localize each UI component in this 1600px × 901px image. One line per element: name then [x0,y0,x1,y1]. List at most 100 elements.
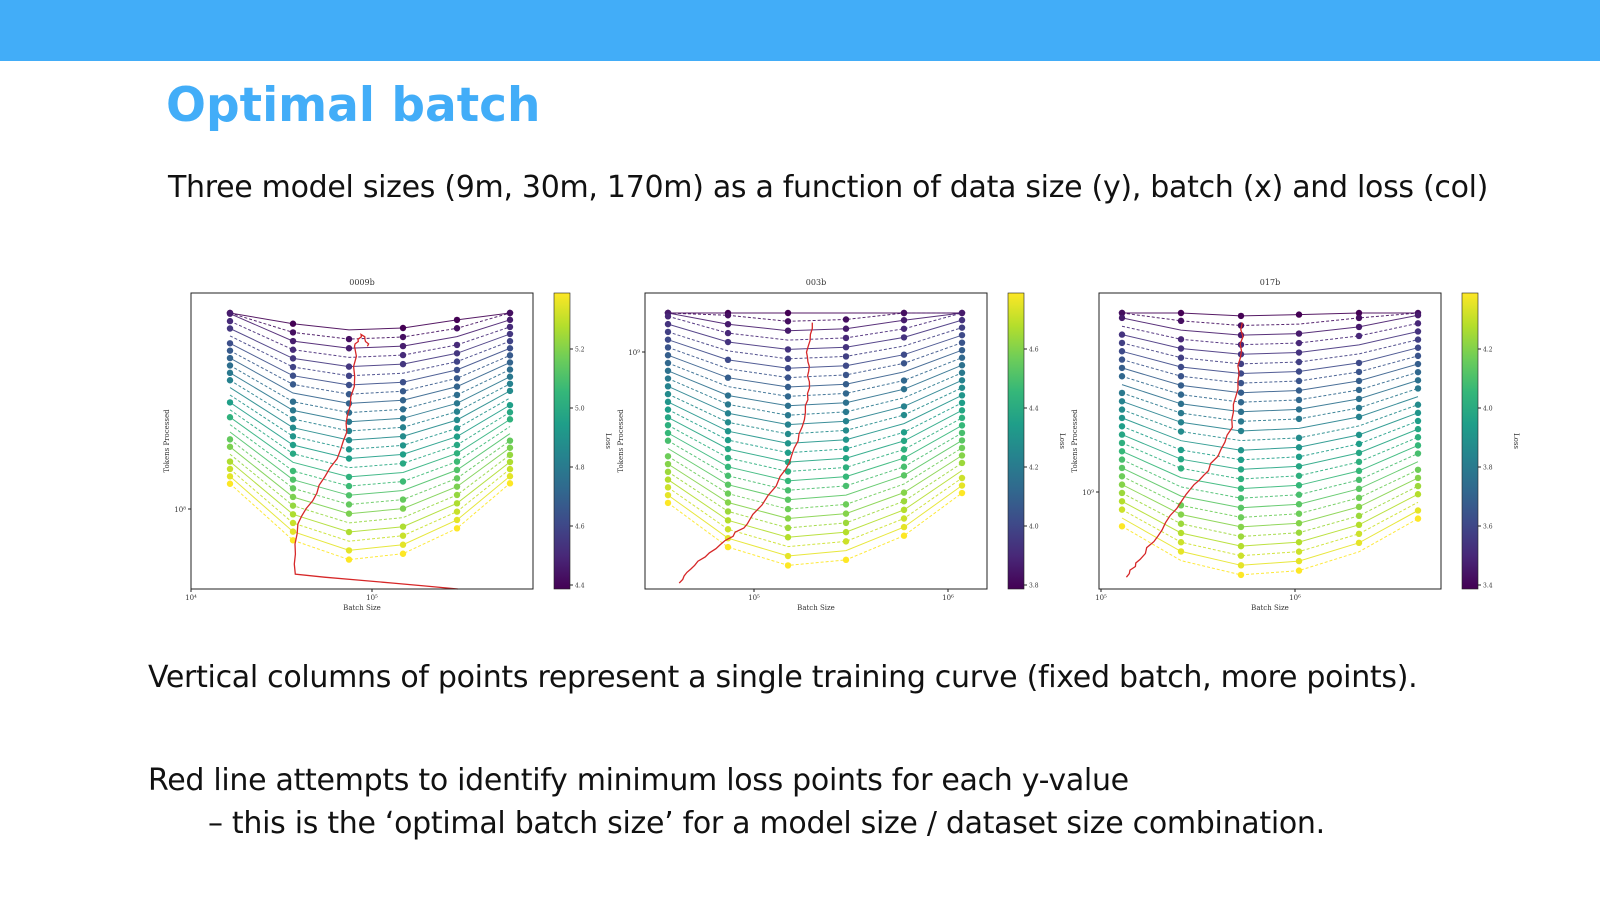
data-point [1237,485,1245,492]
data-point [506,359,514,366]
series-line [229,350,511,395]
slide-subtitle: Three model sizes (9m, 30m, 170m) as a f… [168,170,1489,205]
data-point [724,517,732,524]
data-point [1118,489,1126,497]
colorbar-tick-label: 4.6 [575,524,585,531]
data-point [1177,502,1185,509]
y-tick-label: 10⁹ [628,349,640,357]
data-point [1118,423,1126,430]
data-point [226,377,234,384]
data-point [958,482,966,489]
data-point [1118,498,1126,505]
data-point [1118,456,1126,463]
data-point [289,415,297,423]
data-point [784,505,792,513]
y-axis-label: Tokens Processed [163,409,171,473]
data-point [1295,453,1303,461]
data-point [506,437,514,444]
data-point [1295,472,1303,479]
data-point [506,480,514,487]
data-point [900,506,908,514]
data-point [1295,377,1303,385]
data-point [900,403,908,410]
data-point [784,468,792,475]
colorbar-tick-label: 5.0 [575,406,585,413]
data-point [1118,464,1126,472]
data-point [842,334,850,342]
y-tick-label: 10⁸ [174,506,186,514]
data-point [453,433,461,440]
data-point [1237,322,1245,329]
data-point [842,325,850,332]
data-point [958,309,966,317]
data-point [1237,370,1245,377]
data-point [958,377,966,384]
data-point [399,406,407,413]
data-point [399,523,407,530]
data-point [1295,330,1303,337]
data-point [1237,447,1245,454]
series-line [229,431,511,496]
series-line [1121,387,1419,422]
chart-title: 017b [1260,278,1280,287]
data-point [664,320,672,328]
chart-panel-2: 003b 10⁵ 10⁶ 10⁹ Batch Size Tokens Processed 4… [617,278,1066,612]
data-point [1414,401,1422,408]
series-line [229,365,511,414]
data-point [399,550,407,557]
series-line [229,394,511,450]
data-point [1237,571,1245,579]
data-point [289,320,297,327]
data-point [399,333,407,341]
data-point [1414,491,1422,498]
data-point [399,532,407,539]
data-point [958,362,966,369]
chart-title: 003b [806,278,826,287]
data-point [1414,507,1422,514]
series-line [667,387,963,435]
data-point [784,496,792,503]
series-line [667,409,963,463]
x-tick-label: 10⁵ [1095,594,1107,602]
data-point [664,429,672,437]
data-point [1118,431,1126,438]
data-point [289,372,297,379]
series-line [229,357,511,404]
series-line [667,424,963,482]
data-point [842,473,850,480]
data-point [399,324,407,332]
optimal-batch-line [678,322,813,584]
x-tick-label: 10⁴ [185,594,197,602]
data-point [1118,448,1126,455]
data-point [399,415,407,422]
data-point [664,491,672,499]
data-point [900,325,908,332]
data-point [724,427,732,435]
data-point [226,473,234,480]
data-point [958,331,966,339]
data-point [1295,415,1303,423]
data-point [1355,359,1363,367]
data-point [226,340,234,347]
data-point [900,498,908,505]
data-point [453,375,461,382]
data-point [289,355,297,362]
data-point [1177,309,1185,317]
data-point [289,398,297,405]
series-line [229,387,511,441]
data-point [958,459,966,467]
data-point [399,478,407,485]
data-point [664,309,672,317]
data-point [724,320,732,328]
optimal-batch-line [293,333,458,590]
data-point [784,383,792,391]
data-point [226,325,234,332]
series-line [667,312,963,332]
data-point [506,458,514,466]
data-point [1414,385,1422,392]
data-point [345,501,353,508]
explanation-columns: Vertical columns of points represent a s… [148,660,1418,695]
colorbar-tick-label: 3.6 [1483,524,1493,531]
data-point [226,347,234,354]
data-point [226,480,234,487]
